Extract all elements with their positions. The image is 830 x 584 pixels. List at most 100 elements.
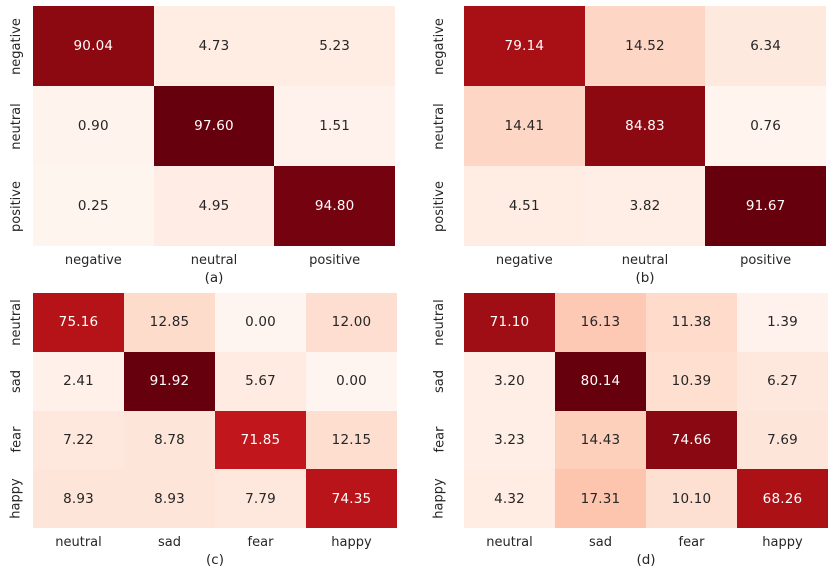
x-axis-label: neutral (55, 534, 102, 550)
heatmap-cell: 68.26 (737, 469, 828, 528)
heatmap-cell: 90.04 (33, 6, 154, 86)
cell-value: 84.83 (625, 118, 665, 134)
x-axis-label: fear (247, 534, 274, 550)
heatmap-cell: 6.27 (737, 351, 828, 411)
heatmap-cell: 84.83 (584, 86, 706, 166)
panel-caption: (a) (204, 270, 224, 286)
panel-caption: (d) (636, 552, 656, 568)
heatmap-cell: 17.31 (555, 469, 646, 528)
cell-value: 3.20 (494, 373, 525, 390)
cell-value: 68.26 (762, 490, 803, 507)
heatmap-cell: 8.78 (124, 410, 215, 470)
cell-value: 75.16 (58, 314, 99, 331)
heatmap-cell: 14.41 (464, 86, 585, 166)
heatmap-grid: 75.16 12.85 0.00 12.00 2.41 91.92 5.67 0.00 7.22… (33, 293, 397, 528)
cell-value: 0.90 (77, 118, 109, 134)
y-axis-label: happy (415, 469, 464, 528)
cell-value: 0.76 (750, 118, 782, 134)
heatmap-cell: 74.66 (646, 410, 737, 470)
cell-value: 3.82 (629, 198, 661, 214)
y-axis-label: neutral (0, 293, 33, 352)
x-axis-label: positive (309, 252, 361, 268)
cell-value: 5.67 (245, 373, 276, 390)
heatmap-cell: 10.10 (646, 469, 737, 528)
heatmap-cell: 1.39 (737, 293, 828, 352)
y-axis-label-text: fear (8, 426, 24, 453)
y-axis-label-text: neutral (9, 102, 24, 150)
x-axis-label: neutral (486, 534, 533, 550)
cell-value: 8.93 (63, 490, 94, 507)
heatmap-cell: 8.93 (124, 469, 215, 528)
heatmap-cell: 71.10 (464, 293, 555, 352)
cell-value: 14.41 (504, 118, 545, 134)
y-axis-label-text: negative (9, 17, 25, 75)
heatmap-cell: 14.52 (584, 6, 706, 86)
y-axis-label: sad (415, 352, 464, 411)
heatmap-cell: 7.22 (33, 410, 124, 470)
cell-value: 4.95 (198, 198, 230, 214)
heatmap-cell: 7.79 (215, 469, 306, 528)
heatmap-cell: 74.35 (306, 469, 397, 528)
heatmap-cell: 6.34 (705, 6, 826, 86)
heatmap-cell: 3.20 (464, 351, 555, 411)
heatmap-cell: 14.43 (555, 410, 646, 470)
heatmap-cell: 4.73 (153, 6, 275, 86)
cell-value: 1.39 (767, 314, 798, 331)
cell-value: 7.69 (767, 431, 798, 448)
heatmap-cell: 0.00 (306, 351, 397, 411)
x-axis-label: happy (331, 534, 372, 550)
y-axis-label: neutral (415, 86, 464, 166)
heatmap-cell: 12.00 (306, 293, 397, 352)
x-axis-label: neutral (190, 252, 238, 268)
y-axis-label: positive (0, 166, 33, 246)
heatmap-cell: 1.51 (274, 86, 395, 166)
y-axis-label-text: neutral (432, 299, 447, 346)
y-axis-label-text: positive (9, 180, 24, 232)
cell-value: 4.73 (198, 38, 230, 54)
cell-value: 0.25 (77, 198, 109, 214)
y-axis-label: negative (415, 6, 464, 86)
cell-value: 5.23 (319, 38, 351, 54)
heatmap-grid: 90.04 4.73 5.23 0.90 97.60 1.51 0.25 4.95 94.80 (33, 6, 395, 246)
y-axis-label: fear (0, 411, 33, 470)
x-axis-labels: negative neutral positive (464, 246, 826, 274)
heatmap-panel-c: neutral sad fear happy 75.16 12.85 0.00 12.00 2.… (0, 292, 415, 584)
x-axis-label: happy (762, 534, 803, 550)
heatmap-grid: 71.10 16.13 11.38 1.39 3.20 80.14 10.39 6.27 3.2… (464, 293, 828, 528)
cell-value: 71.85 (240, 431, 281, 448)
panel-caption: (c) (206, 552, 224, 568)
heatmap-cell: 2.41 (33, 351, 124, 411)
y-axis-label-text: sad (9, 369, 24, 393)
y-axis-label-text: negative (432, 17, 448, 75)
heatmap-panel-b: negative neutral positive 79.14 14.52 6.34 14.… (415, 0, 830, 292)
cell-value: 8.78 (154, 431, 185, 448)
cell-value: 14.43 (580, 431, 621, 448)
y-axis-label: neutral (415, 293, 464, 352)
heatmap-cell: 4.95 (153, 166, 275, 246)
heatmap-cell: 91.92 (124, 351, 215, 411)
heatmap-cell: 12.85 (124, 293, 215, 352)
cell-value: 94.80 (314, 198, 355, 214)
x-axis-label: neutral (621, 252, 669, 268)
cell-value: 0.00 (245, 314, 276, 331)
y-axis-label: positive (415, 166, 464, 246)
heatmap-panel-d: neutral sad fear happy 71.10 16.13 11.38 1.39 3.… (415, 292, 830, 584)
heatmap-cell: 10.39 (646, 351, 737, 411)
x-axis-label: positive (740, 252, 792, 268)
y-axis-labels: neutral sad fear happy (415, 293, 464, 528)
y-axis-label: neutral (0, 86, 33, 166)
heatmap-cell: 94.80 (274, 166, 395, 246)
heatmap-cell: 91.67 (705, 166, 826, 246)
heatmap-cell: 4.51 (464, 166, 585, 246)
cell-value: 2.41 (63, 373, 94, 390)
y-axis-labels: negative neutral positive (0, 6, 33, 246)
y-axis-label-text: neutral (432, 102, 447, 150)
cell-value: 17.31 (580, 490, 621, 507)
cell-value: 80.14 (580, 373, 621, 390)
cell-value: 12.15 (331, 431, 372, 448)
y-axis-label-text: fear (431, 426, 447, 453)
y-axis-label-text: happy (432, 478, 447, 519)
cell-value: 71.10 (489, 314, 530, 331)
heatmap-cell: 3.82 (584, 166, 706, 246)
